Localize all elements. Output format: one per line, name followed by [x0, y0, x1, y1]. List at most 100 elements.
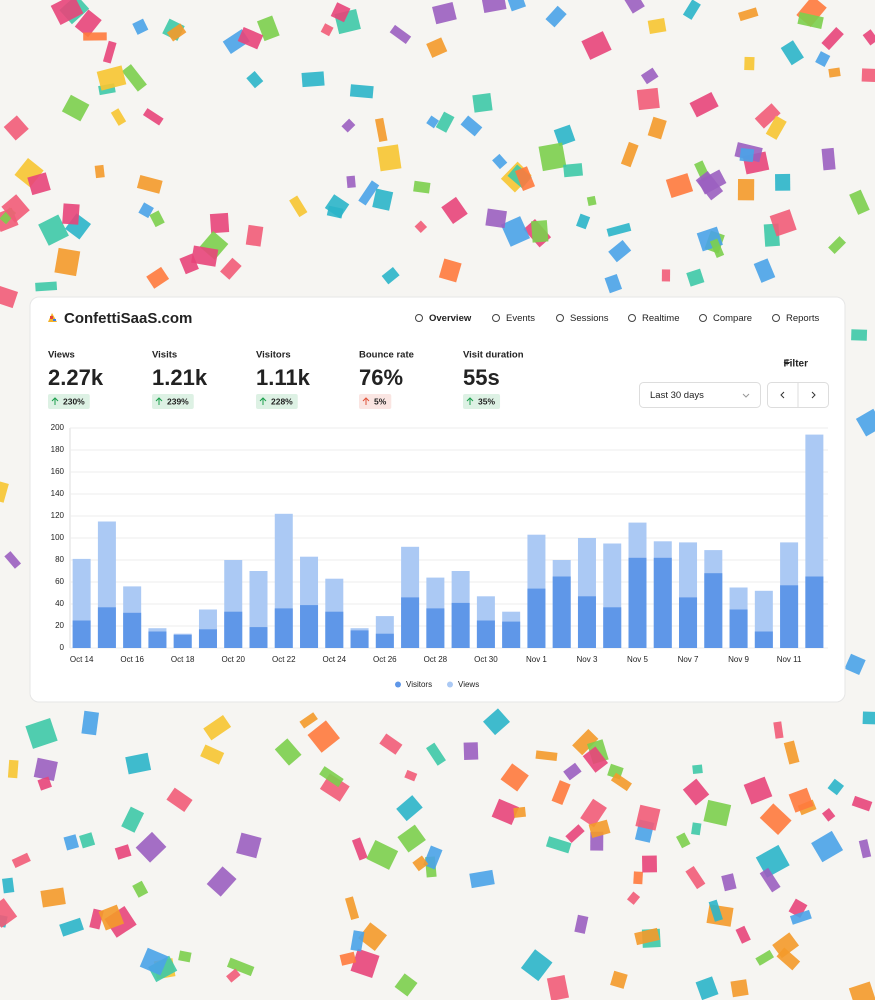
confetti-piece	[730, 979, 749, 998]
confetti-piece	[37, 776, 52, 791]
nav-item[interactable]: Events	[506, 313, 535, 324]
confetti-piece	[379, 733, 403, 755]
confetti-piece	[138, 202, 154, 219]
y-tick-label: 200	[51, 423, 65, 432]
change-badge	[152, 394, 194, 409]
confetti-piece	[492, 153, 508, 170]
confetti-piece	[38, 214, 69, 246]
confetti-piece	[358, 180, 380, 206]
confetti-piece	[62, 203, 80, 225]
confetti-piece	[11, 852, 31, 868]
confetti-piece	[209, 212, 230, 234]
confetti-piece	[821, 27, 844, 51]
confetti-piece	[849, 189, 870, 215]
x-tick-label: Oct 16	[120, 655, 144, 664]
confetti-piece	[691, 822, 702, 836]
x-tick-label: Oct 22	[272, 655, 296, 664]
nav-item[interactable]: Sessions	[570, 313, 609, 324]
confetti-piece	[178, 950, 192, 963]
confetti-piece	[642, 855, 658, 873]
metric-value: 2.27k	[48, 365, 104, 390]
bar	[577, 596, 596, 648]
confetti-piece	[132, 18, 149, 35]
nav-item[interactable]: Reports	[786, 313, 820, 324]
confetti-piece	[622, 0, 645, 14]
metric-value: 1.11k	[256, 365, 311, 390]
confetti-piece	[351, 837, 368, 861]
x-tick-label: Nov 11	[777, 655, 802, 664]
range-dropdown[interactable]	[639, 382, 761, 408]
confetti-piece	[483, 708, 510, 736]
confetti-piece	[256, 15, 280, 42]
confetti-piece	[821, 147, 836, 171]
confetti-piece	[647, 18, 667, 35]
confetti-piece	[551, 780, 571, 806]
nav-icon	[628, 314, 636, 322]
confetti-piece	[381, 266, 400, 285]
confetti-piece	[538, 142, 567, 172]
confetti-piece	[775, 173, 791, 191]
confetti-piece	[426, 742, 446, 766]
confetti-piece	[844, 653, 866, 676]
logo	[48, 313, 57, 322]
nav-icon	[556, 314, 564, 322]
confetti-piece	[366, 840, 399, 870]
confetti-piece	[14, 158, 44, 188]
metric-label: Bounce rate	[359, 350, 414, 361]
change-badge	[463, 394, 501, 409]
confetti-piece	[703, 799, 732, 827]
confetti-piece	[772, 932, 800, 959]
confetti-piece	[389, 24, 412, 44]
confetti-piece	[689, 91, 719, 118]
confetti-piece	[776, 947, 801, 971]
confetti-piece	[580, 798, 607, 828]
confetti-piece	[166, 23, 187, 42]
confetti-piece	[59, 917, 84, 937]
confetti-piece	[765, 115, 787, 140]
y-tick-label: 60	[55, 577, 64, 586]
confetti-piece	[535, 750, 558, 762]
confetti-piece	[139, 947, 169, 976]
change-badge	[48, 394, 90, 409]
confetti-piece	[545, 836, 572, 854]
nav-item[interactable]: Compare	[713, 313, 752, 324]
confetti-piece	[341, 118, 356, 133]
bar	[729, 609, 748, 648]
change-badge	[359, 394, 392, 409]
confetti-piece	[500, 216, 531, 247]
legend-swatch	[395, 681, 401, 688]
confetti-piece	[426, 37, 448, 58]
confetti-piece	[574, 914, 589, 934]
next-button[interactable]	[811, 391, 816, 399]
x-tick-label: Oct 30	[474, 655, 498, 664]
confetti-piece	[81, 710, 100, 736]
filter-button[interactable]: Filter	[784, 359, 809, 370]
y-tick-label: 20	[55, 621, 64, 630]
confetti-piece	[377, 144, 402, 172]
confetti-piece	[695, 976, 719, 1000]
nav-item[interactable]: Realtime	[642, 313, 680, 324]
confetti-piece	[375, 117, 388, 143]
confetti-piece	[135, 831, 167, 863]
confetti-piece	[520, 949, 553, 982]
confetti-piece	[61, 94, 90, 122]
confetti-piece	[739, 147, 755, 163]
confetti-piece	[514, 166, 536, 192]
nav-icon	[415, 314, 423, 322]
bar	[173, 634, 192, 648]
change-arrow	[466, 397, 474, 405]
x-tick-label: Oct 18	[171, 655, 195, 664]
confetti-piece	[789, 909, 812, 925]
prev-button[interactable]	[780, 391, 785, 399]
confetti-piece	[27, 172, 51, 196]
confetti-piece	[274, 738, 302, 766]
confetti-piece	[636, 87, 660, 111]
x-tick-label: Nov 9	[728, 655, 749, 664]
nav-item[interactable]: Overview	[429, 313, 472, 324]
x-tick-label: Nov 3	[577, 655, 598, 664]
confetti-piece	[0, 480, 9, 503]
bar	[148, 631, 167, 648]
confetti-piece	[324, 194, 350, 219]
bar	[476, 620, 495, 648]
bar	[350, 630, 369, 648]
